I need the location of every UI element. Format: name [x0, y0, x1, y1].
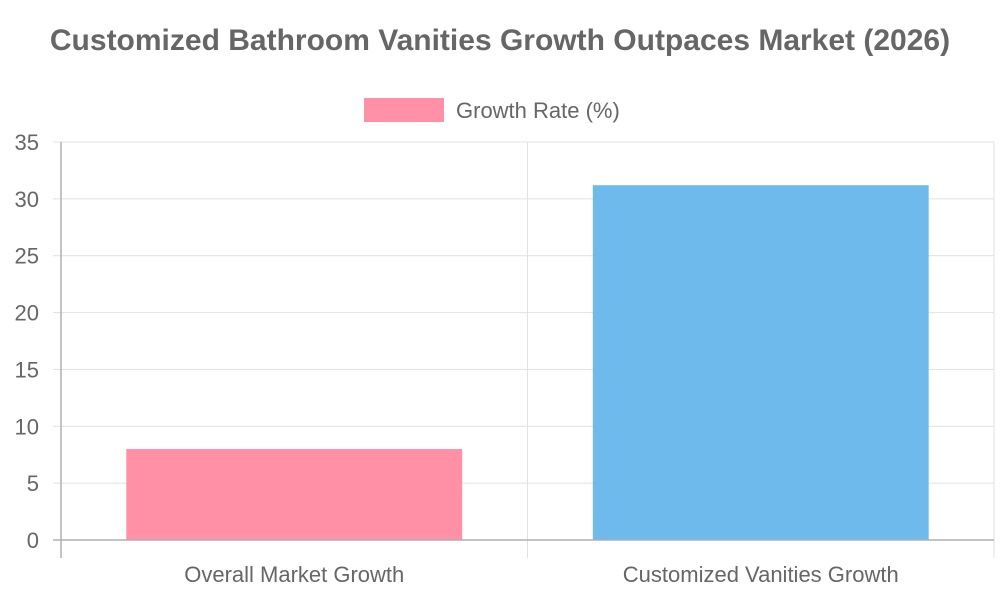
y-tick-label: 5 [27, 471, 39, 496]
bars [126, 185, 929, 540]
legend-swatch [364, 98, 444, 122]
y-tick-label: 20 [15, 301, 39, 326]
x-axis-labels: Overall Market Growth Customized Vanities… [184, 562, 899, 587]
bar-customized-vanities-growth[interactable] [592, 185, 929, 540]
grid-lines [60, 141, 995, 558]
x-category-label: Overall Market Growth [184, 562, 404, 587]
y-tick-label: 35 [15, 130, 39, 155]
y-tick-label: 0 [27, 528, 39, 553]
y-tick-label: 30 [15, 187, 39, 212]
bar-overall-market-growth[interactable] [126, 449, 463, 540]
chart-title: Customized Bathroom Vanities Growth Outp… [50, 24, 950, 57]
y-axis-ticks: 0 5 10 15 20 25 30 35 [15, 130, 61, 553]
axes [53, 142, 994, 558]
legend[interactable]: Growth Rate (%) [364, 98, 620, 123]
y-tick-label: 25 [15, 244, 39, 269]
y-tick-label: 10 [15, 414, 39, 439]
legend-label: Growth Rate (%) [456, 98, 620, 123]
y-tick-label: 15 [15, 357, 39, 382]
x-category-label: Customized Vanities Growth [623, 562, 899, 587]
